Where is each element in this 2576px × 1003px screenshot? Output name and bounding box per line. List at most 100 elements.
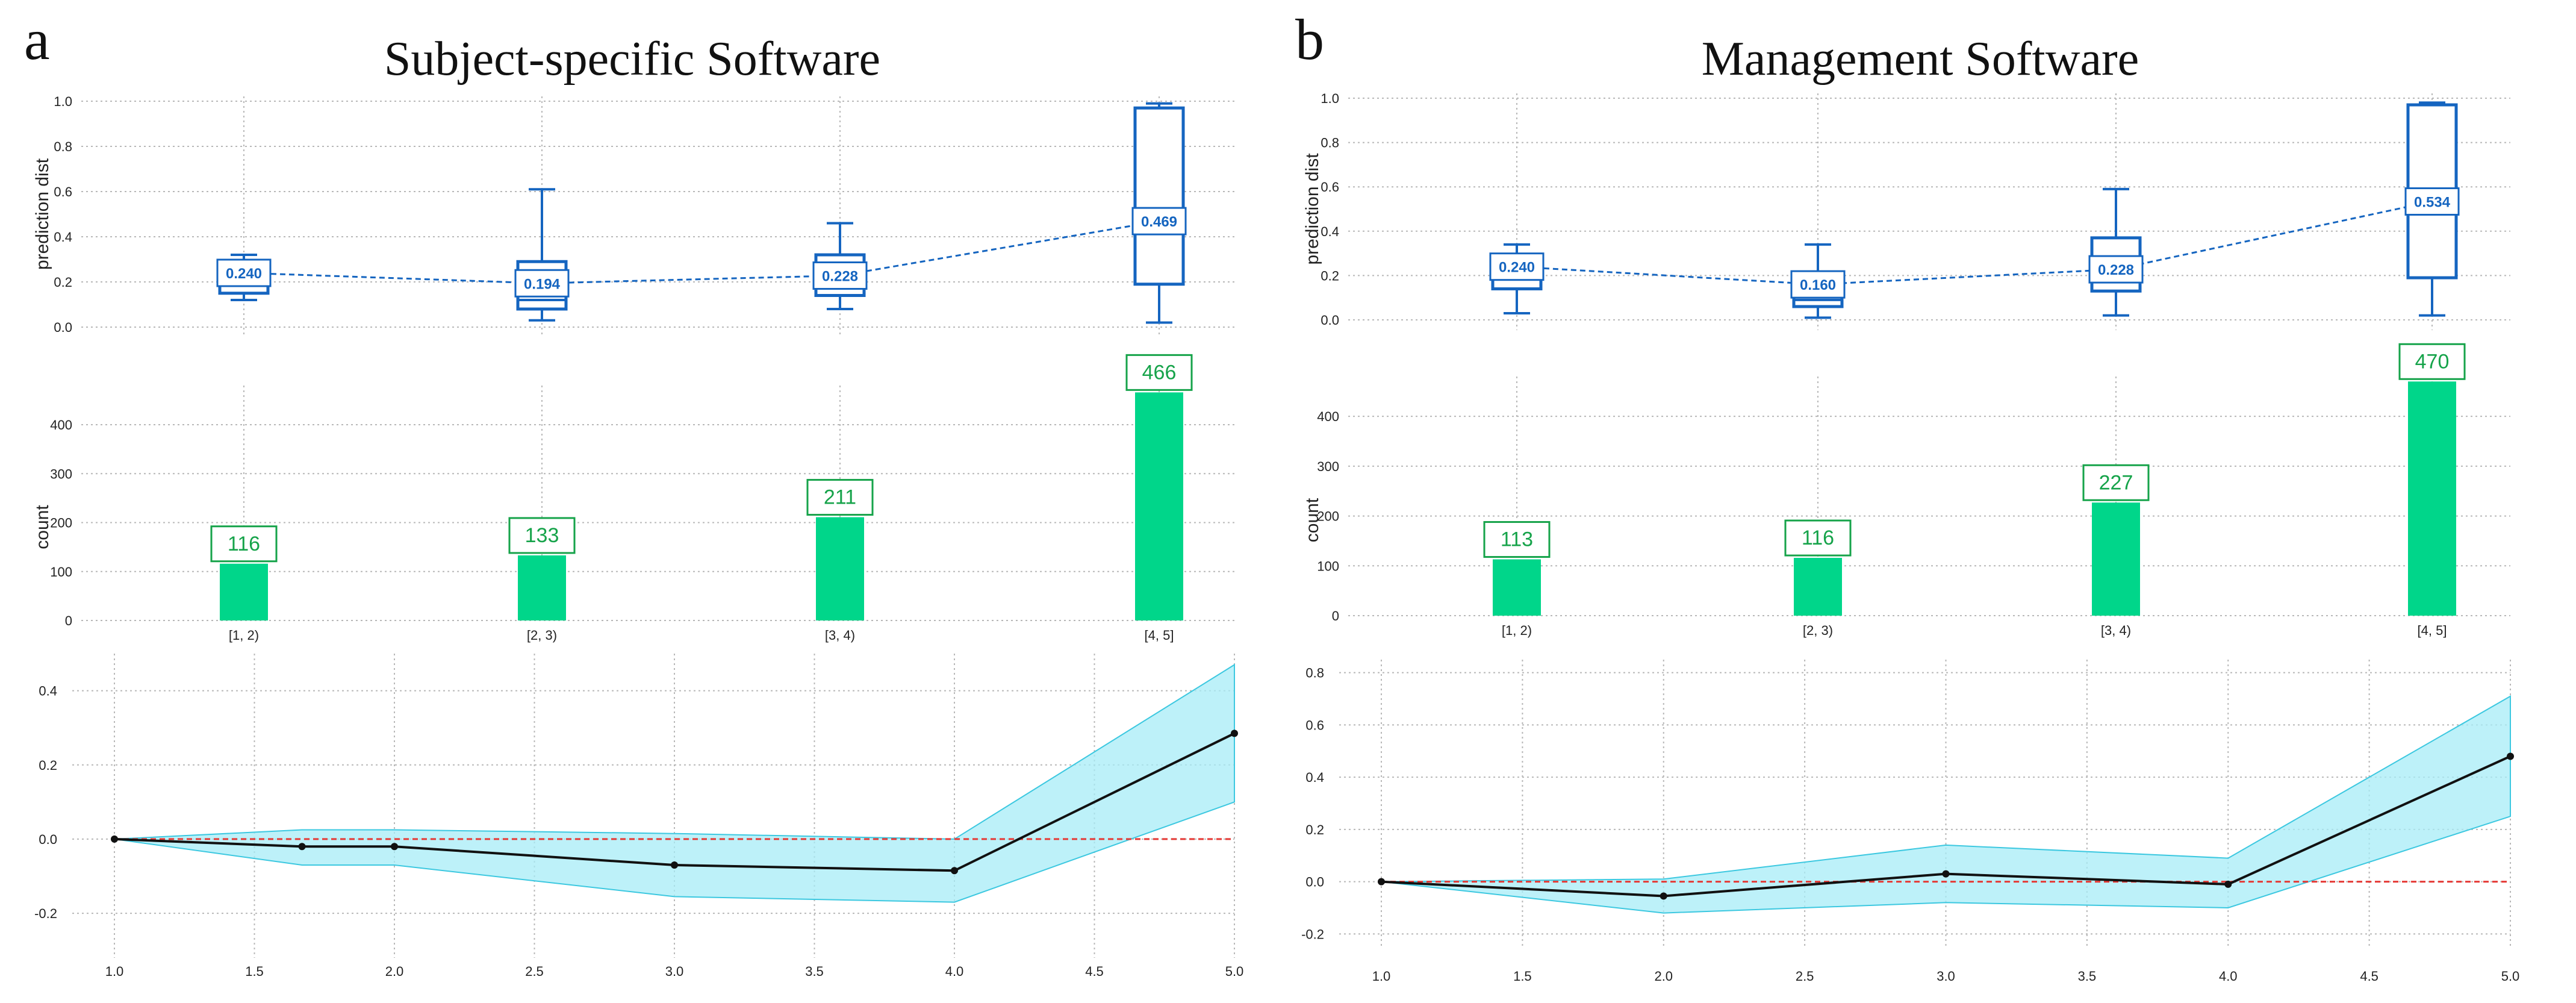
line-xtick-label: 1.5 <box>245 964 264 979</box>
line-ytick-label: 0.8 <box>1305 666 1324 681</box>
mean-trend-line <box>243 220 1160 284</box>
bar-ytick-label: 100 <box>1317 558 1339 573</box>
bar-value-box <box>806 479 874 516</box>
line-xtick-label: 1.0 <box>1372 969 1391 984</box>
box-ytick-label: 0.6 <box>54 184 72 199</box>
bar-category-label: [2, 3) <box>527 628 557 643</box>
box-y-axis-label: prediction dist <box>1302 153 1322 265</box>
line-xtick-label: 5.0 <box>2501 969 2520 984</box>
effect-point <box>298 843 306 851</box>
box-ytick-label: 0.8 <box>54 139 72 154</box>
box-ytick-label: 0.8 <box>1321 136 1339 151</box>
line-ytick-label: 0.4 <box>39 684 57 699</box>
bar-2 <box>1794 558 1842 616</box>
box-1: 0.240 <box>216 254 272 301</box>
mean-label: 0.534 <box>2414 194 2451 210</box>
bar-y-axis-label: count <box>1302 498 1322 542</box>
line-xtick-label: 4.0 <box>2219 969 2238 984</box>
bar-value-box <box>508 517 576 554</box>
line-ytick-label: 0.0 <box>1305 875 1324 890</box>
effect-line <box>114 732 1235 872</box>
effect-point <box>1378 878 1385 886</box>
mean-label: 0.160 <box>1800 277 1836 293</box>
effect-point <box>1942 870 1950 878</box>
bar-category-label: [2, 3) <box>1803 623 1833 638</box>
bar-1 <box>1493 559 1541 616</box>
bar-1 <box>220 563 268 620</box>
mean-label: 0.228 <box>822 269 858 285</box>
line-ytick-label: 0.2 <box>1305 822 1324 837</box>
bar-ytick-label: 400 <box>50 417 72 433</box>
bar-value-box <box>210 525 278 563</box>
effect-point <box>111 835 118 843</box>
line-ytick-label: 0.4 <box>1305 770 1324 785</box>
bar-value-label: 211 <box>824 486 856 509</box>
bar-ytick-label: 0 <box>65 613 72 628</box>
bar-chart: 0 100 200 300 400 count 113 [1, 2) 116 [2, 3) 227 [… <box>1302 343 2510 638</box>
box-ytick-label: 1.0 <box>1321 91 1339 106</box>
box-y-axis-label: prediction dist <box>33 158 52 270</box>
bar-ytick-label: 300 <box>50 466 72 481</box>
line-xtick-label: 4.5 <box>2360 969 2378 984</box>
line-xtick-label: 1.5 <box>1513 969 1532 984</box>
box-ytick-label: 0.4 <box>1321 224 1339 239</box>
mean-label-box <box>2088 255 2144 284</box>
effect-point <box>1660 892 1667 900</box>
box-4: 0.534 <box>2404 101 2460 317</box>
bar-ytick-label: 300 <box>1317 459 1339 474</box>
line-xtick-label: 2.5 <box>1796 969 1814 984</box>
mean-label-box <box>1489 252 1545 281</box>
line-ytick-label: -0.2 <box>34 906 57 921</box>
bar-ytick-label: 200 <box>50 516 72 531</box>
bar-y-axis-label: count <box>33 505 52 549</box>
bar-value-label: 133 <box>525 524 559 547</box>
box-plot: 0.0 0.2 0.4 0.6 0.8 1.0 prediction dist 0.240 0.… <box>1302 91 2510 330</box>
bar-value-label: 116 <box>1802 526 1834 549</box>
panel-letter-b: b <box>1295 7 1324 72</box>
line-xtick-label: 3.5 <box>805 964 824 979</box>
bar-category-label: [4, 5] <box>1145 628 1174 643</box>
line-chart: 1.0 1.5 2.0 2.5 3.0 3.5 4.0 4.5 5.0 -0.2 0.0 0.2 0.4 <box>34 654 1243 979</box>
box-ytick-label: 0.0 <box>54 320 72 335</box>
bar-value-label: 116 <box>228 533 260 555</box>
mean-label: 0.240 <box>226 266 262 282</box>
line-xtick-label: 5.0 <box>1225 964 1244 979</box>
bar-value-label: 470 <box>2415 350 2450 373</box>
line-ytick-label: 0.2 <box>39 758 57 773</box>
mean-label-box <box>216 258 272 287</box>
bar-2 <box>518 555 566 620</box>
bar-3 <box>816 517 864 620</box>
mean-label: 0.194 <box>524 276 561 292</box>
mean-label-box <box>812 261 868 290</box>
box-ytick-label: 0.2 <box>54 275 72 290</box>
line-ytick-label: 0.0 <box>39 832 57 847</box>
mean-label-box <box>2404 187 2460 216</box>
line-xtick-label: 3.0 <box>1937 969 1955 984</box>
bar-ytick-label: 200 <box>1317 509 1339 524</box>
panel-b: b Management Software 0.0 0.2 0.4 0.6 0.8 1.0… <box>1288 0 2576 1003</box>
chart-panel-a: 0.0 0.2 0.4 0.6 0.8 1.0 prediction dist 0.240 0.… <box>33 94 1243 979</box>
bar-chart: 0 100 200 300 400 count 116 [1, 2) 133 [2, 3) 211 [… <box>33 354 1234 643</box>
mean-label: 0.469 <box>1141 214 1177 230</box>
line-xtick-label: 3.0 <box>665 964 684 979</box>
bar-category-label: [4, 5] <box>2418 623 2447 638</box>
line-xtick-label: 2.5 <box>525 964 544 979</box>
box-ytick-label: 0.2 <box>1321 268 1339 283</box>
mean-label: 0.228 <box>2098 262 2134 278</box>
chart-panel-b: 0.0 0.2 0.4 0.6 0.8 1.0 prediction dist 0.240 0.… <box>1301 91 2520 984</box>
effect-point <box>2507 752 2514 760</box>
bar-3 <box>2092 502 2140 616</box>
panel-title-b: Management Software <box>1701 33 2139 86</box>
mean-label-box <box>1131 207 1187 236</box>
mean-label-box <box>514 269 570 298</box>
bar-value-box <box>2398 343 2466 380</box>
panel-a: a Subject-specific Software 0.0 0.2 0.4 0.6… <box>24 11 1243 980</box>
bar-4 <box>2408 381 2456 616</box>
box-iqr <box>1133 106 1185 286</box>
box-3: 0.228 <box>812 222 868 310</box>
mean-label: 0.240 <box>1499 260 1535 276</box>
line-ytick-label: 0.6 <box>1305 717 1324 733</box>
bar-value-box <box>1125 354 1193 391</box>
bar-ytick-label: 100 <box>50 564 72 580</box>
